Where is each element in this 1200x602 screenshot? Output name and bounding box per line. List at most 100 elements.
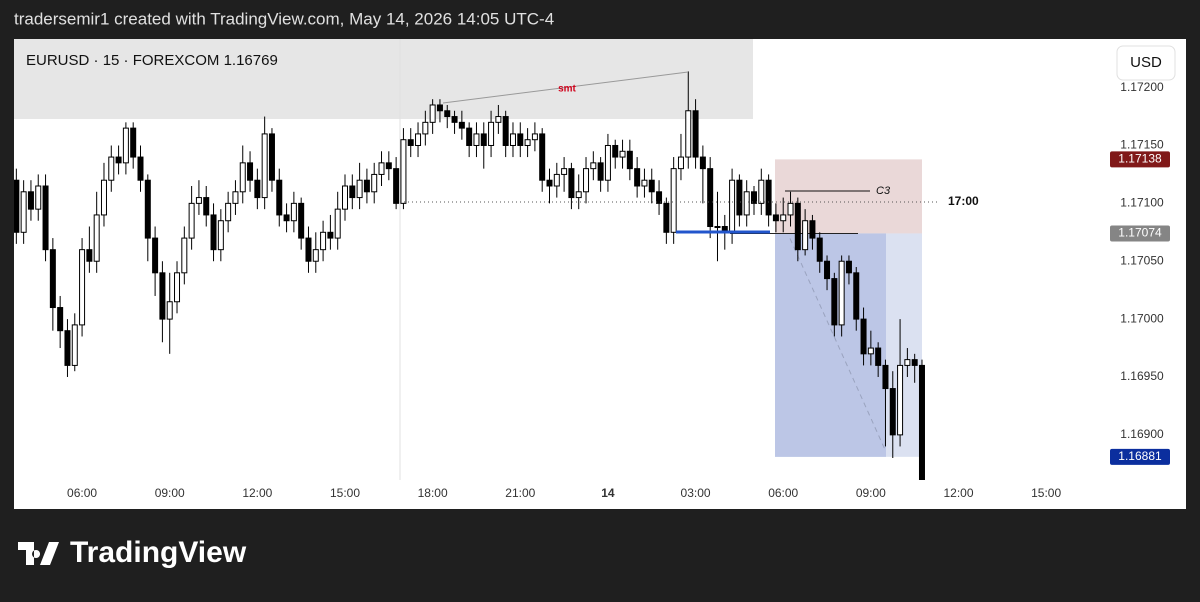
candle-body bbox=[363, 179, 370, 193]
logo bbox=[18, 542, 59, 565]
x-tick-label: 06:00 bbox=[768, 486, 798, 500]
candle-body bbox=[64, 330, 71, 366]
symbol: EURUSD bbox=[26, 52, 90, 69]
price-label: 1.16881 bbox=[1118, 449, 1162, 463]
candle-body bbox=[539, 133, 546, 181]
candle-body bbox=[444, 110, 451, 118]
candle-body bbox=[736, 179, 743, 216]
candle-body bbox=[27, 191, 34, 210]
candle-body bbox=[181, 237, 188, 274]
candle-body bbox=[656, 191, 663, 204]
candle-body bbox=[415, 133, 422, 146]
candle-body bbox=[283, 214, 290, 222]
candle-body bbox=[699, 156, 706, 170]
candle-body bbox=[824, 260, 831, 280]
candle-body bbox=[334, 208, 341, 239]
candle-body bbox=[458, 121, 465, 129]
candle-body bbox=[268, 133, 275, 181]
candle-body bbox=[619, 150, 626, 158]
candle-body bbox=[174, 272, 181, 303]
candle-body bbox=[575, 191, 582, 199]
y-tick-label: 1.17150 bbox=[1120, 138, 1164, 152]
candle-body bbox=[634, 168, 641, 187]
candle-body bbox=[918, 364, 925, 480]
candle-body bbox=[509, 133, 516, 146]
caption: tradersemir1 created with TradingView.co… bbox=[14, 9, 554, 28]
candle-body bbox=[261, 133, 268, 199]
candle-body bbox=[897, 364, 904, 436]
x-tick-label: 15:00 bbox=[1031, 486, 1061, 500]
candle-body bbox=[875, 347, 882, 366]
candle-body bbox=[14, 179, 20, 233]
candle-body bbox=[312, 249, 319, 262]
candle-body bbox=[911, 359, 918, 366]
candle-body bbox=[276, 179, 283, 216]
candle-body bbox=[86, 249, 93, 262]
candle-body bbox=[327, 231, 334, 239]
candle-body bbox=[473, 133, 480, 146]
target-zone-filled bbox=[775, 233, 886, 457]
trade-path bbox=[789, 238, 887, 453]
currency-label: USD bbox=[1130, 54, 1162, 71]
currency-button[interactable] bbox=[1116, 45, 1176, 81]
x-tick-label: 12:00 bbox=[943, 486, 973, 500]
candle-body bbox=[100, 179, 107, 216]
candle-body bbox=[451, 116, 458, 123]
price-label: 1.17138 bbox=[1118, 152, 1162, 166]
brand: TradingView bbox=[70, 536, 247, 569]
candle-body bbox=[166, 301, 173, 320]
candle-body bbox=[553, 173, 560, 187]
y-tick-label: 1.17050 bbox=[1120, 253, 1164, 267]
candle-body bbox=[780, 214, 787, 222]
session-label: 17:00 bbox=[948, 194, 979, 208]
candle-body bbox=[517, 133, 524, 146]
x-tick-label: 09:00 bbox=[856, 486, 886, 500]
candle-body bbox=[729, 179, 736, 233]
candle-body bbox=[787, 202, 794, 216]
candle-body bbox=[867, 347, 874, 355]
candle-body bbox=[144, 179, 151, 239]
candle-body bbox=[568, 168, 575, 199]
candle-body bbox=[57, 307, 64, 332]
candle-body bbox=[79, 249, 86, 326]
candle-body bbox=[590, 162, 597, 170]
y-tick-label: 1.17100 bbox=[1120, 196, 1164, 210]
candle-body bbox=[882, 364, 889, 390]
candle-body bbox=[838, 260, 845, 326]
candle-body bbox=[407, 139, 414, 146]
candle-body bbox=[290, 202, 297, 222]
candle-body bbox=[436, 104, 443, 112]
candle-body bbox=[531, 133, 538, 141]
y-tick-label: 1.16950 bbox=[1120, 369, 1164, 383]
candle-body bbox=[210, 214, 217, 251]
candle-body bbox=[809, 220, 816, 239]
candle-body bbox=[320, 231, 327, 251]
candle-body bbox=[546, 179, 553, 187]
candle-body bbox=[860, 318, 867, 355]
candle-body bbox=[393, 168, 400, 204]
candle-body bbox=[195, 197, 202, 204]
x-tick-label: 03:00 bbox=[681, 486, 711, 500]
candle-body bbox=[400, 139, 407, 204]
smt-label: smt bbox=[558, 84, 576, 95]
candle-body bbox=[583, 168, 590, 193]
axes: 1.16900 1.16950 1.17000 1.17050 1.17100 1.171… bbox=[67, 80, 1170, 500]
price-label: 1.17074 bbox=[1118, 226, 1162, 240]
candle-body bbox=[466, 127, 473, 146]
candle-body bbox=[889, 388, 896, 436]
candle-body bbox=[159, 272, 166, 320]
candle-body bbox=[232, 191, 239, 204]
candles bbox=[14, 71, 925, 480]
candle-body bbox=[904, 359, 911, 366]
candle-body bbox=[604, 144, 611, 181]
candle-body bbox=[714, 226, 721, 229]
candle-body bbox=[802, 220, 809, 251]
candle-body bbox=[137, 156, 144, 181]
candle-body bbox=[853, 272, 860, 320]
candle-body bbox=[371, 173, 378, 193]
candle-body bbox=[378, 162, 385, 175]
candle-body bbox=[670, 168, 677, 233]
exchange: FOREXCOM bbox=[133, 52, 220, 69]
candle-body bbox=[758, 179, 765, 204]
candle-body bbox=[794, 202, 801, 251]
